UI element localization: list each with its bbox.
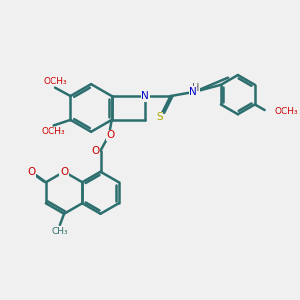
Text: OCH₃: OCH₃ [274,107,298,116]
Text: N: N [189,87,197,97]
Text: OCH₃: OCH₃ [43,77,67,86]
Text: OCH₃: OCH₃ [42,127,65,136]
Text: N: N [142,91,149,101]
Text: CH₃: CH₃ [52,226,68,236]
Text: H: H [192,83,200,94]
Text: O: O [107,130,115,140]
Text: O: O [60,167,68,177]
Text: S: S [156,112,163,122]
Text: O: O [27,167,35,177]
Text: O: O [91,146,100,156]
